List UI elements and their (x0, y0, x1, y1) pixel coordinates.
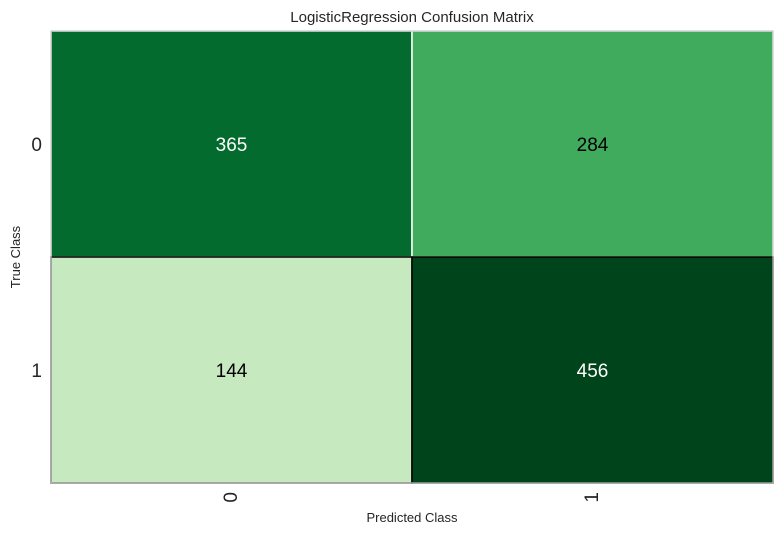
heatmap-cell-0-1 (411, 30, 774, 258)
chart-title: LogisticRegression Confusion Matrix (290, 9, 534, 26)
x-tick-label: 1 (582, 492, 603, 503)
y-tick-labels: 01 (31, 135, 42, 382)
cell-value-1-1: 456 (577, 361, 609, 382)
heatmap-cell-1-1 (411, 256, 774, 484)
x-axis-label: Predicted Class (366, 510, 458, 525)
cell-value-1-0: 144 (216, 361, 248, 382)
plot-frame (50, 30, 774, 484)
y-axis-label: True Class (8, 225, 23, 288)
cell-value-0-1: 284 (577, 135, 609, 156)
heatmap-cell-0-0 (50, 30, 413, 258)
heatmap-cell-1-0 (50, 256, 413, 484)
heatmap-cells: 365 284 144 456 (50, 30, 774, 484)
cell-value-0-0: 365 (216, 135, 248, 156)
y-tick-label: 0 (31, 135, 42, 156)
x-tick-label: 0 (221, 492, 242, 503)
y-tick-label: 1 (31, 361, 42, 382)
